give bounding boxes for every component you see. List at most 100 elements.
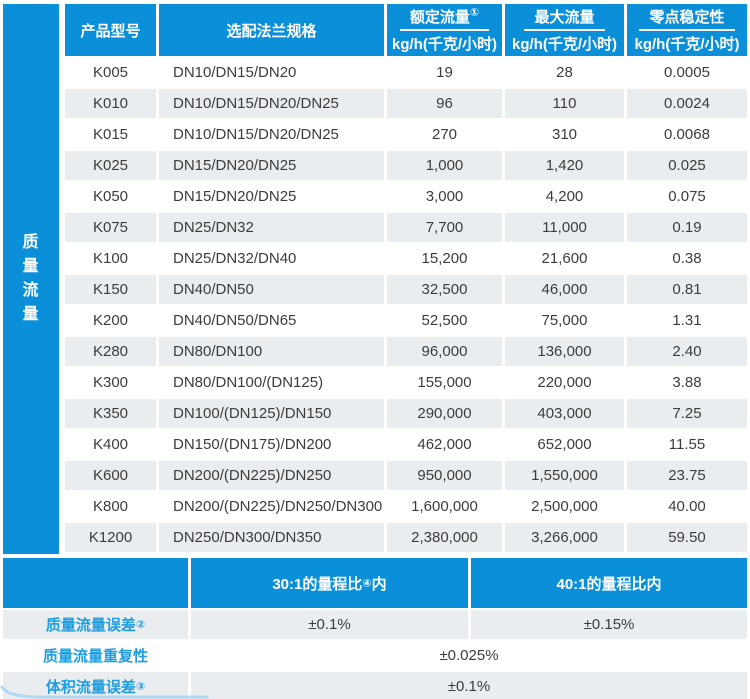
mass-flow-repeatability-value: ±0.025% [191, 641, 747, 670]
max-flow-cell: 3,266,000 [505, 523, 627, 554]
model-cell: K1200 [65, 523, 159, 554]
header-max-flow: 最大流量 kg/h(千克/小时) [505, 4, 627, 58]
flange-cell: DN200/(DN225)/DN250/DN300 [159, 492, 387, 523]
model-cell: K075 [65, 213, 159, 244]
sidebar-mass-flow: 质量流量 [3, 4, 59, 554]
max-flow-cell: 46,000 [505, 275, 627, 306]
mass-flow-error-label: 质量流量误差 ② [3, 610, 188, 639]
max-flow-cell: 21,600 [505, 244, 627, 275]
flange-cell: DN250/DN300/DN350 [159, 523, 387, 554]
table-row: K015 DN10/DN15/DN20/DN25 270 310 0.0068 [65, 120, 747, 151]
zero-stability-cell: 0.0068 [627, 120, 747, 151]
accuracy-header-turndown-30: 30:1的量程比 ④ 内 [191, 558, 468, 608]
max-flow-cell: 310 [505, 120, 627, 151]
flange-cell: DN10/DN15/DN20/DN25 [159, 120, 387, 151]
zero-stability-cell: 7.25 [627, 399, 747, 430]
table-row: K025 DN15/DN20/DN25 1,000 1,420 0.025 [65, 151, 747, 182]
model-cell: K600 [65, 461, 159, 492]
volume-flow-error-value: ±0.1% [191, 672, 747, 699]
max-flow-cell: 403,000 [505, 399, 627, 430]
model-cell: K200 [65, 306, 159, 337]
table-body: K005 DN10/DN15/DN20 19 28 0.0005 K010 DN… [65, 58, 747, 554]
rated-flow-cell: 32,500 [387, 275, 505, 306]
table-row: K600 DN200/(DN225)/DN250 950,000 1,550,0… [65, 461, 747, 492]
model-cell: K015 [65, 120, 159, 151]
model-cell: K100 [65, 244, 159, 275]
flange-cell: DN25/DN32/DN40 [159, 244, 387, 275]
max-flow-cell: 1,420 [505, 151, 627, 182]
zero-stability-cell: 0.025 [627, 151, 747, 182]
model-cell: K050 [65, 182, 159, 213]
table-row: K150 DN40/DN50 32,500 46,000 0.81 [65, 275, 747, 306]
spec-table-header: 产品型号 选配法兰规格 额定流量① kg/h(千克/小时) 最大流量 kg/h(… [65, 4, 747, 58]
zero-stability-cell: 0.075 [627, 182, 747, 213]
mass-flow-error-value-30: ±0.1% [191, 610, 468, 639]
zero-stability-cell: 11.55 [627, 430, 747, 461]
flange-cell: DN150/(DN175)/DN200 [159, 430, 387, 461]
table-row: K075 DN25/DN32 7,700 11,000 0.19 [65, 213, 747, 244]
accuracy-header-turndown-40: 40:1的量程比内 [471, 558, 747, 608]
table-row: K400 DN150/(DN175)/DN200 462,000 652,000… [65, 430, 747, 461]
flange-cell: DN40/DN50 [159, 275, 387, 306]
zero-stability-cell: 1.31 [627, 306, 747, 337]
rated-flow-cell: 96,000 [387, 337, 505, 368]
rated-flow-cell: 96 [387, 89, 505, 120]
table-row: K1200 DN250/DN300/DN350 2,380,000 3,266,… [65, 523, 747, 554]
rated-flow-cell: 15,200 [387, 244, 505, 275]
rated-flow-cell: 155,000 [387, 368, 505, 399]
header-rated-flow-title: 额定流量① [399, 6, 490, 31]
header-zero-stability-title: 零点稳定性 [639, 6, 735, 31]
zero-stability-cell: 2.40 [627, 337, 747, 368]
max-flow-cell: 220,000 [505, 368, 627, 399]
rated-flow-cell: 270 [387, 120, 505, 151]
rated-flow-cell: 2,380,000 [387, 523, 505, 554]
max-flow-cell: 2,500,000 [505, 492, 627, 523]
flange-cell: DN100/(DN125)/DN150 [159, 399, 387, 430]
zero-stability-cell: 3.88 [627, 368, 747, 399]
header-max-flow-unit: kg/h(千克/小时) [512, 36, 617, 53]
flange-cell: DN40/DN50/DN65 [159, 306, 387, 337]
rated-flow-cell: 462,000 [387, 430, 505, 461]
flange-cell: DN15/DN20/DN25 [159, 182, 387, 213]
header-zero-stability-unit: kg/h(千克/小时) [634, 36, 740, 53]
accuracy-section: 30:1的量程比 ④ 内 40:1的量程比内 质量流量误差 ② ±0.1% ±0.15… [3, 558, 747, 699]
flange-cell: DN25/DN32 [159, 213, 387, 244]
max-flow-cell: 652,000 [505, 430, 627, 461]
header-model: 产品型号 [65, 4, 159, 58]
rated-flow-cell: 52,500 [387, 306, 505, 337]
max-flow-cell: 11,000 [505, 213, 627, 244]
model-cell: K350 [65, 399, 159, 430]
rated-flow-cell: 3,000 [387, 182, 505, 213]
model-cell: K300 [65, 368, 159, 399]
zero-stability-cell: 0.0005 [627, 58, 747, 89]
flange-cell: DN10/DN15/DN20/DN25 [159, 89, 387, 120]
rated-flow-cell: 1,000 [387, 151, 505, 182]
max-flow-cell: 75,000 [505, 306, 627, 337]
max-flow-cell: 28 [505, 58, 627, 89]
zero-stability-cell: 0.19 [627, 213, 747, 244]
rated-flow-cell: 950,000 [387, 461, 505, 492]
rated-flow-cell: 290,000 [387, 399, 505, 430]
model-cell: K800 [65, 492, 159, 523]
rated-flow-cell: 1,600,000 [387, 492, 505, 523]
model-cell: K010 [65, 89, 159, 120]
model-cell: K150 [65, 275, 159, 306]
decorative-corner-line-icon [0, 685, 209, 699]
table-row: K005 DN10/DN15/DN20 19 28 0.0005 [65, 58, 747, 89]
table-row: K350 DN100/(DN125)/DN150 290,000 403,000… [65, 399, 747, 430]
zero-stability-cell: 59.50 [627, 523, 747, 554]
mass-flow-error-value-40: ±0.15% [471, 610, 747, 639]
accuracy-header-blank [3, 558, 188, 608]
zero-stability-cell: 0.38 [627, 244, 747, 275]
model-cell: K005 [65, 58, 159, 89]
footnote-2-mark: ② [135, 619, 146, 631]
zero-stability-cell: 0.0024 [627, 89, 747, 120]
footnote-1-mark: ① [469, 7, 480, 19]
model-cell: K025 [65, 151, 159, 182]
rated-flow-cell: 7,700 [387, 213, 505, 244]
flange-cell: DN80/DN100 [159, 337, 387, 368]
rated-flow-cell: 19 [387, 58, 505, 89]
max-flow-cell: 136,000 [505, 337, 627, 368]
header-flange: 选配法兰规格 [159, 4, 387, 58]
